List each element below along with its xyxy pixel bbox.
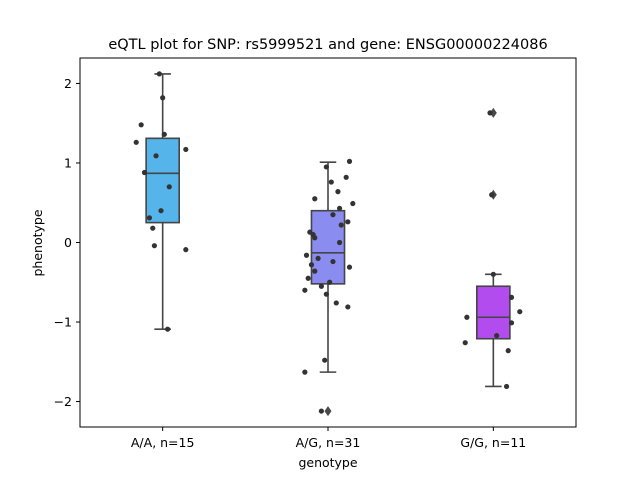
y-tick-label: −1: [54, 315, 72, 330]
data-point: [336, 239, 343, 246]
data-point: [315, 255, 321, 262]
data-point: [302, 287, 308, 293]
data-point: [330, 212, 336, 218]
x-tick-label: A/G, n=31: [296, 435, 361, 450]
outlier-marker: [489, 107, 497, 118]
data-point: [318, 408, 324, 414]
data-point: [346, 264, 353, 270]
data-point: [133, 139, 139, 145]
data-point: [487, 110, 493, 116]
data-point: [166, 184, 172, 190]
data-point: [345, 219, 351, 225]
x-tick-label: A/A, n=15: [131, 435, 195, 450]
box: [475, 285, 511, 340]
data-point: [303, 252, 310, 258]
data-point: [153, 153, 159, 159]
data-point: [156, 71, 162, 77]
data-point: [305, 275, 311, 281]
data-point: [330, 258, 336, 265]
data-point: [312, 268, 318, 274]
y-tick-label: 1: [64, 155, 72, 170]
data-point: [312, 235, 318, 241]
y-axis-ticks: 2 1 0 −1 −2: [54, 76, 80, 409]
data-marks: [133, 71, 523, 417]
y-axis-label: phenotype: [30, 209, 45, 276]
data-point: [141, 169, 148, 176]
data-point: [183, 146, 189, 153]
data-point: [327, 279, 333, 285]
data-point: [151, 243, 157, 249]
data-point: [161, 131, 167, 137]
y-tick-label: −2: [54, 394, 72, 409]
outlier-marker: [324, 406, 332, 417]
data-point: [183, 247, 189, 253]
data-point: [158, 208, 164, 214]
data-point: [503, 383, 510, 390]
data-point: [302, 369, 308, 375]
data-point: [345, 304, 351, 310]
y-tick-label: 2: [64, 76, 72, 91]
plot-area: 2 1 0 −1 −2 A/A, n=15 A/G, n=31 G/G, n=11: [54, 57, 577, 450]
data-point: [490, 271, 496, 277]
data-point: [462, 340, 468, 346]
x-tick-label: G/G, n=11: [460, 435, 526, 450]
data-point: [494, 332, 500, 339]
x-axis-label: genotype: [298, 455, 357, 470]
data-point: [335, 189, 341, 195]
data-point: [323, 291, 329, 297]
data-point: [322, 357, 328, 363]
x-axis-ticks: A/A, n=15 A/G, n=31 G/G, n=11: [131, 427, 526, 450]
y-tick-label: 0: [64, 235, 72, 250]
data-point: [336, 205, 343, 211]
data-point: [343, 174, 349, 180]
data-point: [517, 309, 523, 315]
data-point: [505, 348, 511, 354]
data-point: [464, 314, 470, 320]
box: [145, 137, 180, 224]
data-point: [333, 300, 339, 306]
data-point: [328, 179, 334, 185]
chart-title: eQTL plot for SNP: rs5999521 and gene: E…: [108, 37, 547, 53]
data-point: [150, 225, 156, 231]
data-point: [165, 326, 171, 332]
data-point: [350, 200, 356, 207]
data-point: [508, 320, 515, 326]
data-point: [323, 164, 329, 170]
data-point: [138, 122, 144, 128]
data-point: [312, 196, 318, 202]
data-point: [308, 262, 315, 268]
data-point: [146, 215, 153, 221]
data-point: [489, 192, 495, 198]
data-point: [318, 283, 324, 289]
data-point: [508, 294, 515, 300]
data-point: [338, 222, 344, 228]
data-point: [160, 95, 166, 101]
data-point: [346, 158, 353, 164]
